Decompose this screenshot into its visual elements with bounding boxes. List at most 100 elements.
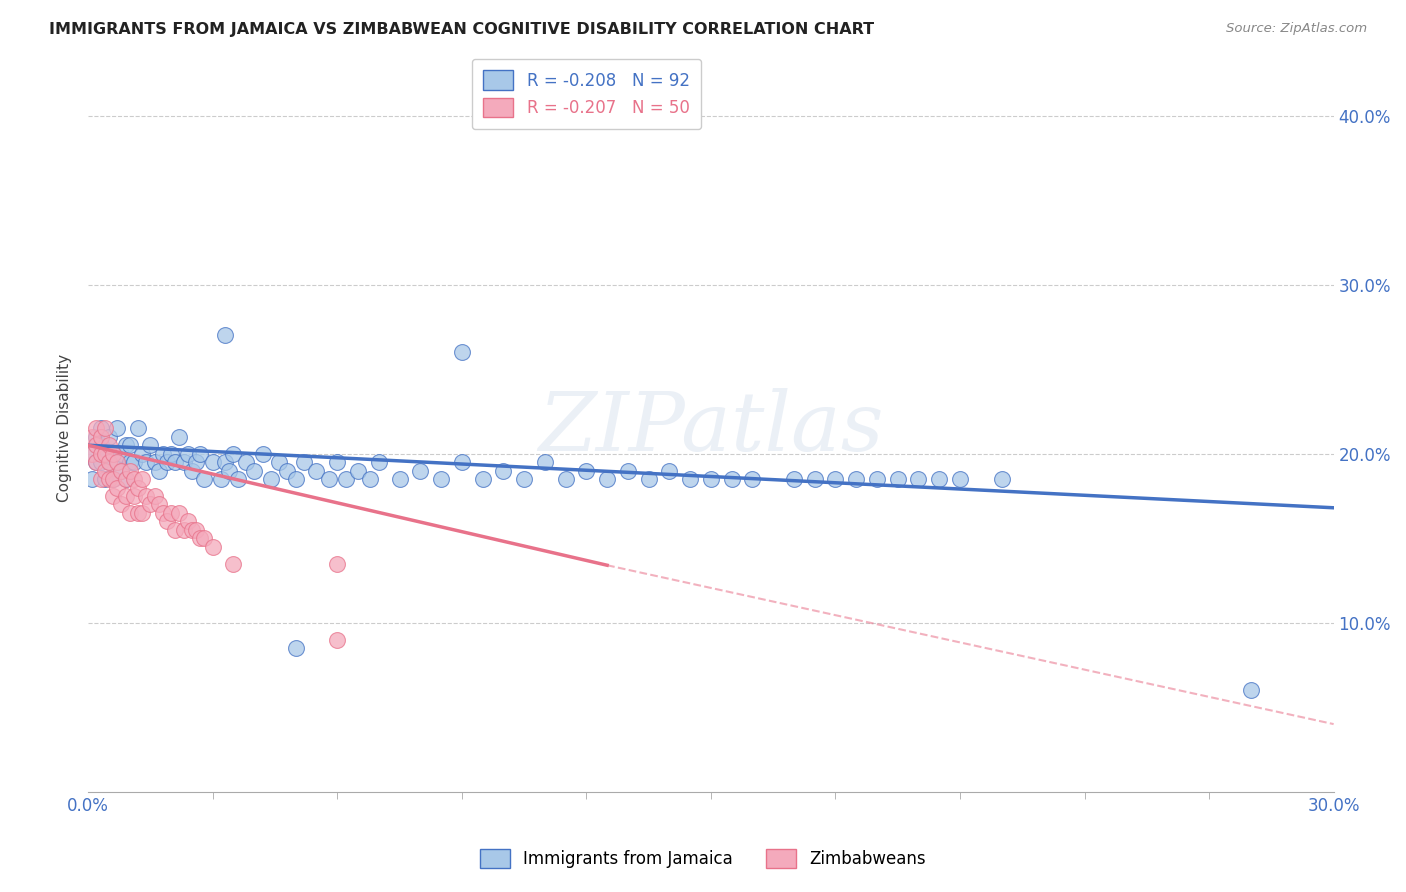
Point <box>169 430 191 444</box>
Point <box>160 447 183 461</box>
Point <box>188 447 211 461</box>
Point <box>156 455 179 469</box>
Point <box>177 447 200 461</box>
Point <box>118 464 141 478</box>
Point <box>886 472 908 486</box>
Point <box>114 472 136 486</box>
Point <box>86 421 108 435</box>
Point <box>131 506 153 520</box>
Point <box>188 531 211 545</box>
Point <box>173 523 195 537</box>
Point <box>139 438 162 452</box>
Point <box>90 472 112 486</box>
Y-axis label: Cognitive Disability: Cognitive Disability <box>58 354 72 502</box>
Point <box>430 472 453 486</box>
Point <box>118 438 141 452</box>
Point <box>409 464 432 478</box>
Point <box>105 455 128 469</box>
Point <box>367 455 389 469</box>
Point <box>949 472 972 486</box>
Point <box>94 472 117 486</box>
Point <box>152 447 174 461</box>
Point <box>101 489 124 503</box>
Point <box>209 472 232 486</box>
Point <box>617 464 640 478</box>
Point <box>97 430 120 444</box>
Point <box>193 472 215 486</box>
Point <box>326 455 349 469</box>
Point <box>260 472 283 486</box>
Point <box>243 464 266 478</box>
Point <box>139 497 162 511</box>
Point <box>110 447 132 461</box>
Legend: Immigrants from Jamaica, Zimbabweans: Immigrants from Jamaica, Zimbabweans <box>474 842 932 875</box>
Point <box>94 421 117 435</box>
Text: IMMIGRANTS FROM JAMAICA VS ZIMBABWEAN COGNITIVE DISABILITY CORRELATION CHART: IMMIGRANTS FROM JAMAICA VS ZIMBABWEAN CO… <box>49 22 875 37</box>
Point <box>94 464 117 478</box>
Point <box>114 489 136 503</box>
Point <box>388 472 411 486</box>
Point <box>335 472 357 486</box>
Point <box>201 455 224 469</box>
Legend: R = -0.208   N = 92, R = -0.207   N = 50: R = -0.208 N = 92, R = -0.207 N = 50 <box>471 59 702 129</box>
Point <box>214 455 236 469</box>
Point <box>534 455 557 469</box>
Point <box>135 455 157 469</box>
Point <box>218 464 240 478</box>
Point <box>269 455 291 469</box>
Point <box>450 455 472 469</box>
Point <box>131 447 153 461</box>
Point <box>513 472 536 486</box>
Point <box>471 472 494 486</box>
Point <box>907 472 929 486</box>
Point <box>101 447 124 461</box>
Point <box>292 455 315 469</box>
Point <box>86 430 108 444</box>
Point <box>110 464 132 478</box>
Point <box>97 438 120 452</box>
Point <box>658 464 681 478</box>
Point <box>450 345 472 359</box>
Point <box>90 438 112 452</box>
Point <box>127 481 149 495</box>
Point <box>110 497 132 511</box>
Point <box>284 472 307 486</box>
Point <box>276 464 298 478</box>
Point <box>575 464 598 478</box>
Point <box>86 438 108 452</box>
Point <box>235 455 257 469</box>
Point <box>94 447 117 461</box>
Point <box>114 438 136 452</box>
Point <box>148 497 170 511</box>
Point <box>803 472 825 486</box>
Point <box>1239 683 1261 698</box>
Point <box>222 557 245 571</box>
Point <box>160 506 183 520</box>
Point <box>222 447 245 461</box>
Point <box>152 506 174 520</box>
Point <box>184 455 207 469</box>
Point <box>492 464 515 478</box>
Point <box>143 455 166 469</box>
Point <box>193 531 215 545</box>
Point <box>326 557 349 571</box>
Point <box>97 472 120 486</box>
Point <box>928 472 950 486</box>
Point <box>783 472 806 486</box>
Point <box>135 489 157 503</box>
Point <box>165 523 187 537</box>
Point <box>184 523 207 537</box>
Point <box>679 472 702 486</box>
Point <box>169 506 191 520</box>
Point <box>252 447 274 461</box>
Point <box>156 514 179 528</box>
Point <box>347 464 370 478</box>
Point <box>86 455 108 469</box>
Point <box>90 421 112 435</box>
Point <box>97 455 120 469</box>
Point <box>101 472 124 486</box>
Point <box>866 472 889 486</box>
Point <box>82 472 104 486</box>
Point <box>122 489 145 503</box>
Point <box>214 328 236 343</box>
